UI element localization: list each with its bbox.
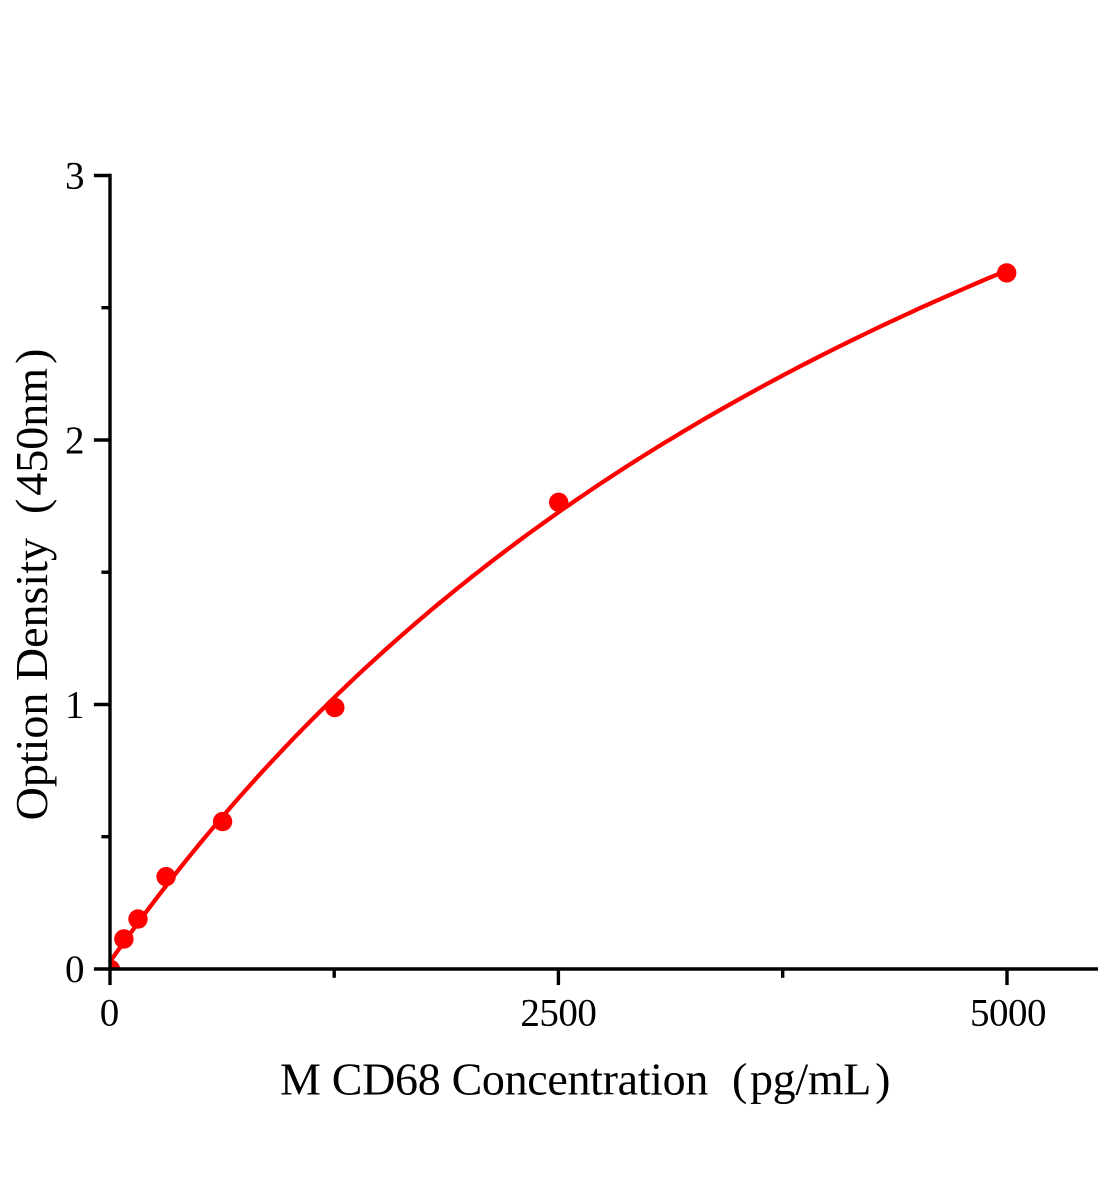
svg-text:2500: 2500 — [520, 992, 596, 1035]
svg-text:0: 0 — [100, 992, 120, 1035]
svg-text:5000: 5000 — [970, 992, 1046, 1035]
svg-text:Option Density(450nm): Option Density(450nm) — [6, 349, 57, 821]
svg-text:M CD68 Concentration(pg/mL): M CD68 Concentration (pg/mL) — [280, 1054, 890, 1105]
svg-text:1: 1 — [65, 683, 85, 726]
svg-text:0: 0 — [65, 948, 85, 991]
svg-text:2: 2 — [65, 419, 85, 462]
svg-text:3: 3 — [65, 154, 85, 197]
